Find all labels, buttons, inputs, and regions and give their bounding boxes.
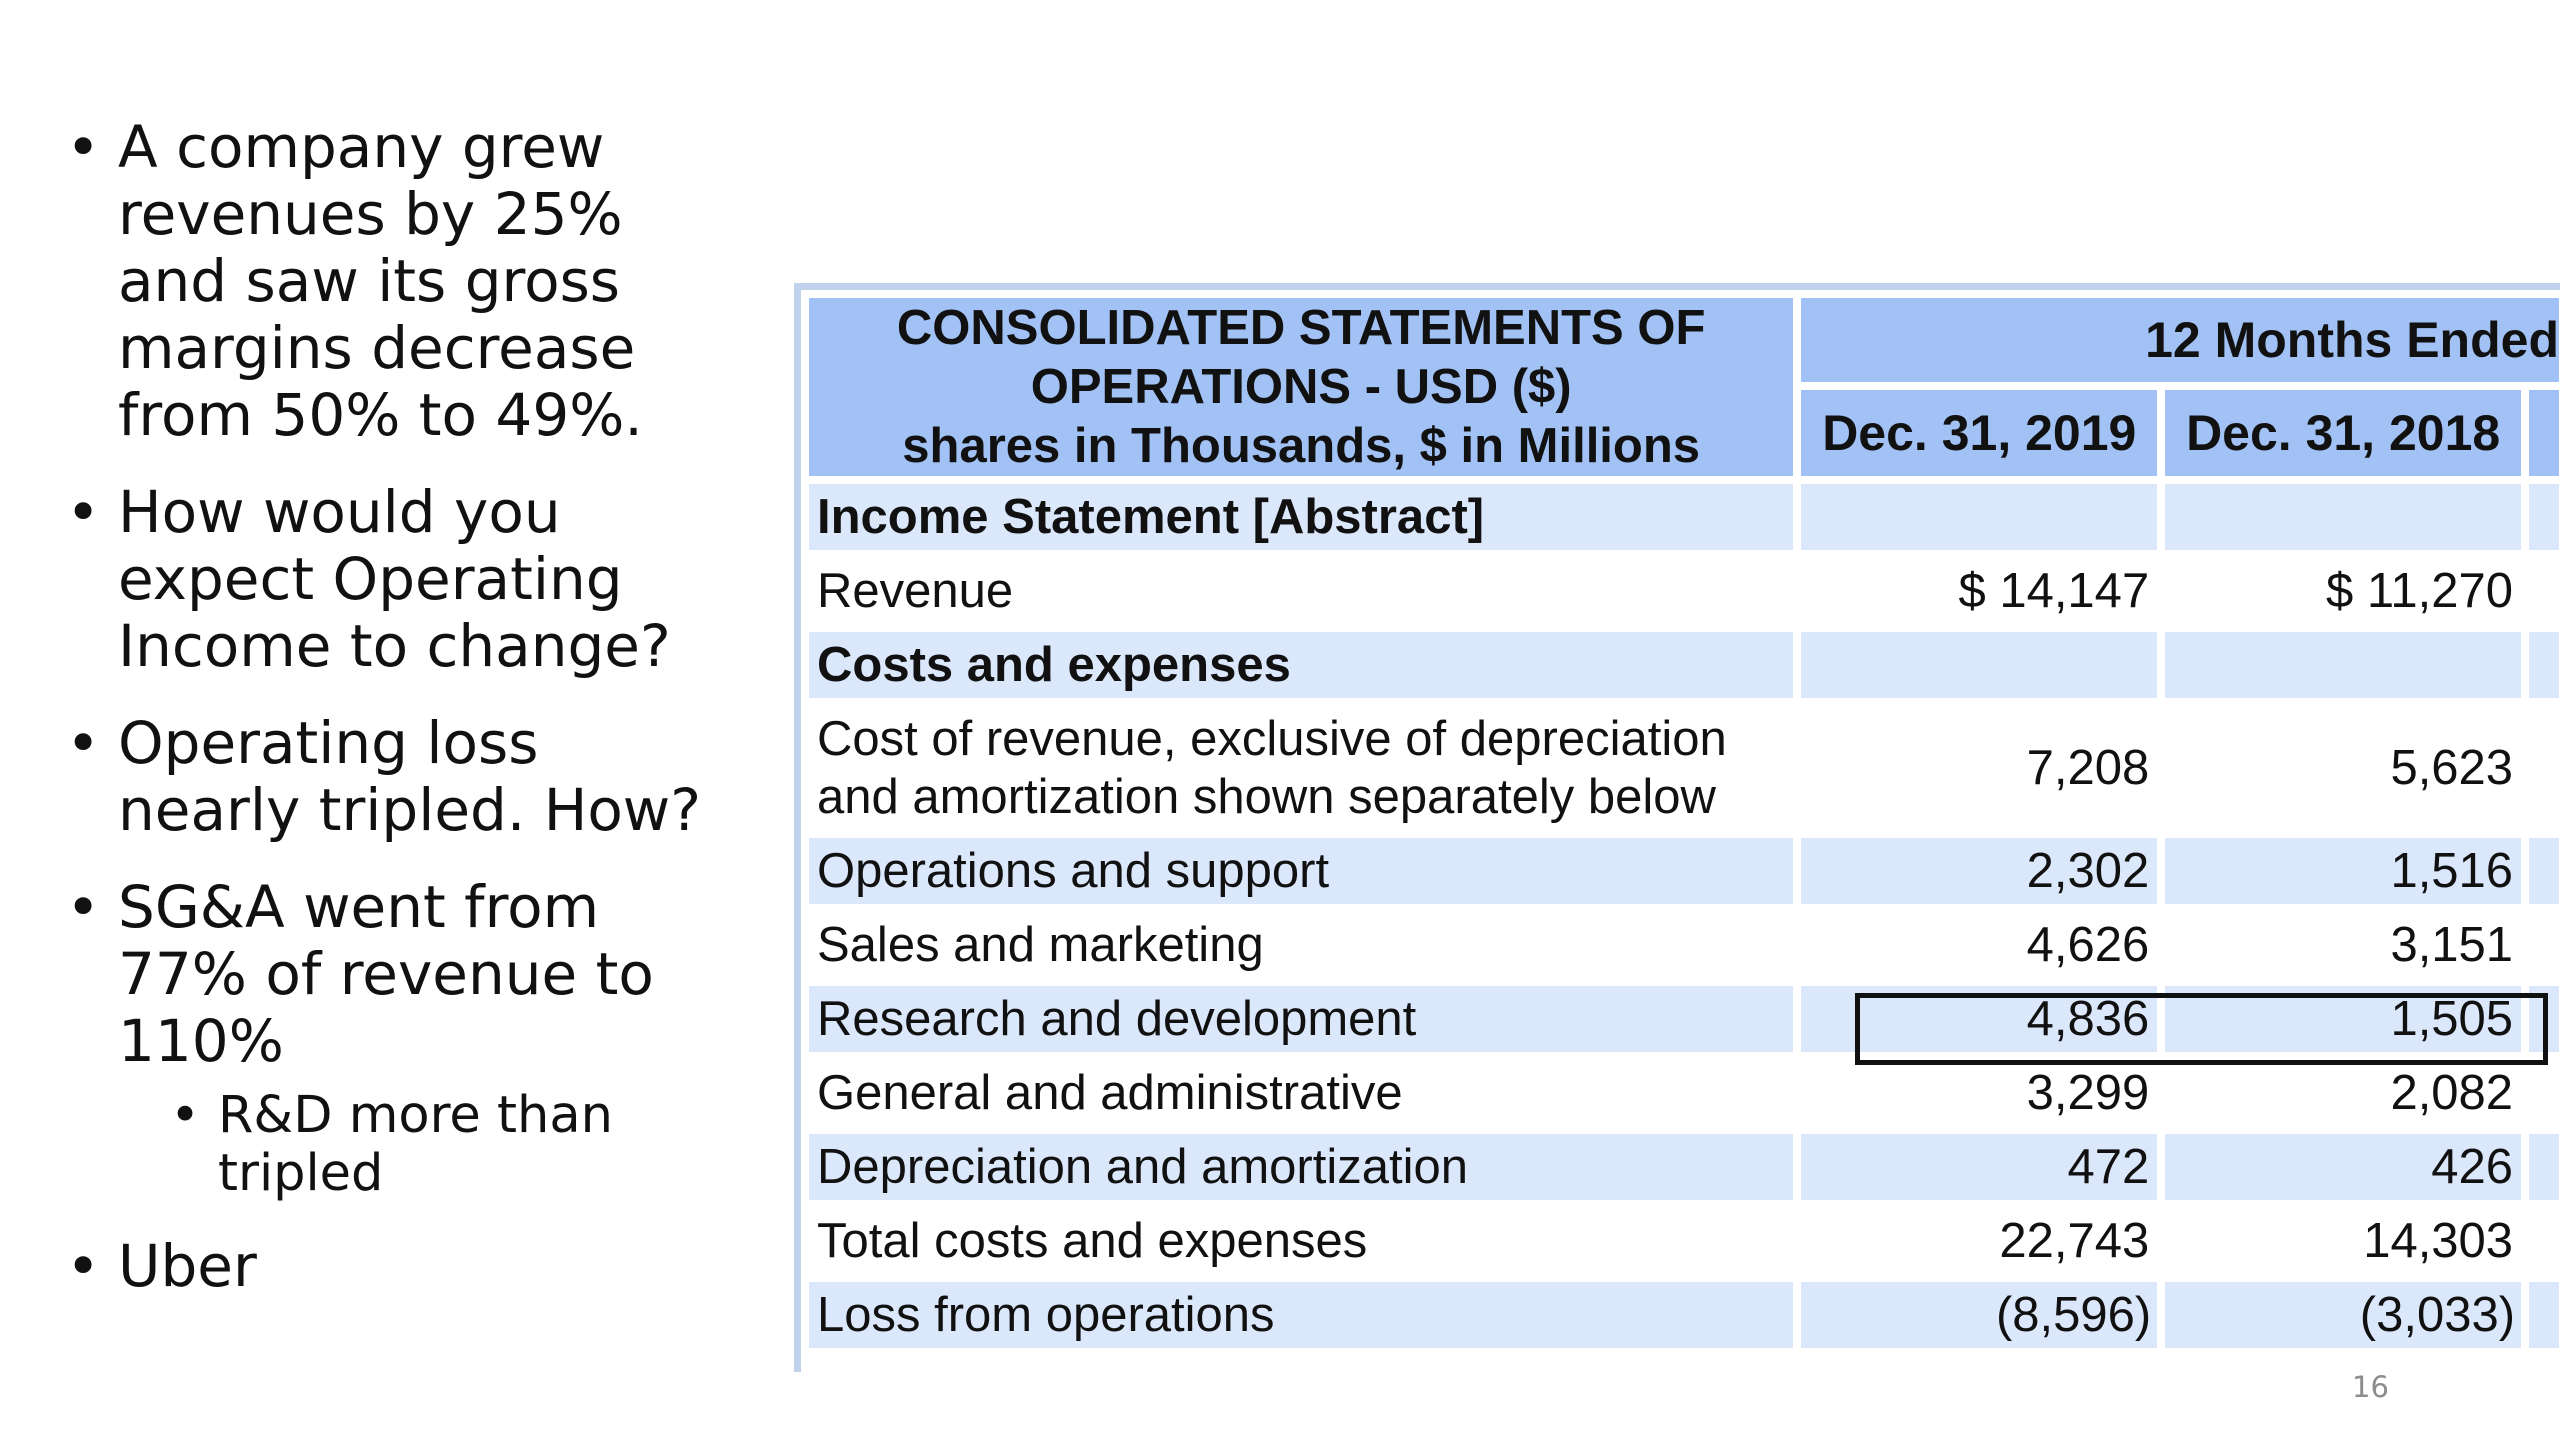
cell-stub	[2529, 912, 2559, 978]
row-label: Cost of revenue, exclusive of depreciati…	[809, 706, 1794, 830]
income-statement-table: CONSOLIDATED STATEMENTS OF OPERATIONS - …	[801, 290, 2560, 1356]
table-title-line: CONSOLIDATED STATEMENTS OF	[896, 300, 1706, 355]
cell-2018	[2165, 484, 2522, 550]
cell-stub	[2529, 986, 2559, 1052]
row-label: Costs and expenses	[809, 632, 1794, 698]
table-row: Loss from operations (8,596) (3,033)	[809, 1282, 2559, 1348]
table-row: Revenue $ 14,147 $ 11,270	[809, 558, 2559, 624]
cell-2018: 1,505	[2165, 986, 2522, 1052]
cell-stub	[2529, 1134, 2559, 1200]
cell-stub	[2529, 1282, 2559, 1348]
cell-stub	[2529, 838, 2559, 904]
row-label: Sales and marketing	[809, 912, 1794, 978]
table-title-line: shares in Thousands, $ in Millions	[902, 418, 1701, 473]
cell-2019: 472	[1801, 1134, 2158, 1200]
table-row: Income Statement [Abstract]	[809, 484, 2559, 550]
cell-stub	[2529, 484, 2559, 550]
table-row: Costs and expenses	[809, 632, 2559, 698]
row-label: Loss from operations	[809, 1282, 1794, 1348]
cell-2018: 5,623	[2165, 706, 2522, 830]
cell-2019: $ 14,147	[1801, 558, 2158, 624]
cell-2019	[1801, 484, 2158, 550]
cell-2018: (3,033)	[2165, 1282, 2522, 1348]
table-row: Operations and support 2,302 1,516	[809, 838, 2559, 904]
row-label: Total costs and expenses	[809, 1208, 1794, 1274]
cell-2018: 2,082	[2165, 1060, 2522, 1126]
table-row-total: Total costs and expenses 22,743 14,303	[809, 1208, 2559, 1274]
table-row: Sales and marketing 4,626 3,151	[809, 912, 2559, 978]
cell-stub	[2529, 1208, 2559, 1274]
cell-2019	[1801, 632, 2158, 698]
column-header: Dec. 31, 2019	[1801, 390, 2158, 476]
table-row: Depreciation and amortization 472 426	[809, 1134, 2559, 1200]
bullet-item: Operating loss nearly tripled. How?	[66, 710, 726, 844]
sub-bullet-item: R&D more than tripled	[170, 1087, 726, 1203]
bullet-list: A company grew revenues by 25% and saw i…	[66, 114, 726, 1330]
financial-table-frame: CONSOLIDATED STATEMENTS OF OPERATIONS - …	[794, 283, 2560, 1372]
bullet-item: How would you expect Operating Income to…	[66, 479, 726, 680]
row-label: Income Statement [Abstract]	[809, 484, 1794, 550]
cell-2019: 2,302	[1801, 838, 2158, 904]
table-row: Cost of revenue, exclusive of depreciati…	[809, 706, 2559, 830]
cell-stub	[2529, 632, 2559, 698]
bullet-item: SG&A went from 77% of revenue to 110% R&…	[66, 874, 726, 1203]
cell-2019: 7,208	[1801, 706, 2158, 830]
bullet-item: Uber	[66, 1233, 726, 1301]
cell-2019: 22,743	[1801, 1208, 2158, 1274]
row-label: Operations and support	[809, 838, 1794, 904]
row-label: General and administrative	[809, 1060, 1794, 1126]
cell-2018: 426	[2165, 1134, 2522, 1200]
cell-2018: 1,516	[2165, 838, 2522, 904]
bullet-text: SG&A went from 77% of revenue to 110%	[118, 873, 654, 1075]
bullet-item: A company grew revenues by 25% and saw i…	[66, 114, 726, 449]
row-label: Research and development	[809, 986, 1794, 1052]
page-number: 16	[2352, 1370, 2389, 1404]
table-title: CONSOLIDATED STATEMENTS OF OPERATIONS - …	[809, 298, 1794, 476]
cell-2018: 14,303	[2165, 1208, 2522, 1274]
cell-2019: 4,836	[1801, 986, 2158, 1052]
cell-stub	[2529, 558, 2559, 624]
table-row: General and administrative 3,299 2,082	[809, 1060, 2559, 1126]
column-header-stub	[2529, 390, 2559, 476]
cell-stub	[2529, 706, 2559, 830]
column-header: Dec. 31, 2018	[2165, 390, 2522, 476]
cell-2019: (8,596)	[1801, 1282, 2158, 1348]
table-row-highlighted: Research and development 4,836 1,505	[809, 986, 2559, 1052]
row-label: Revenue	[809, 558, 1794, 624]
period-header: 12 Months Ended	[1801, 298, 2559, 383]
sub-bullet-list: R&D more than tripled	[118, 1087, 726, 1203]
cell-stub	[2529, 1060, 2559, 1126]
row-label: Depreciation and amortization	[809, 1134, 1794, 1200]
cell-2019: 4,626	[1801, 912, 2158, 978]
cell-2018: 3,151	[2165, 912, 2522, 978]
cell-2018: $ 11,270	[2165, 558, 2522, 624]
cell-2019: 3,299	[1801, 1060, 2158, 1126]
cell-2018	[2165, 632, 2522, 698]
table-title-line: OPERATIONS - USD ($)	[1030, 359, 1572, 414]
